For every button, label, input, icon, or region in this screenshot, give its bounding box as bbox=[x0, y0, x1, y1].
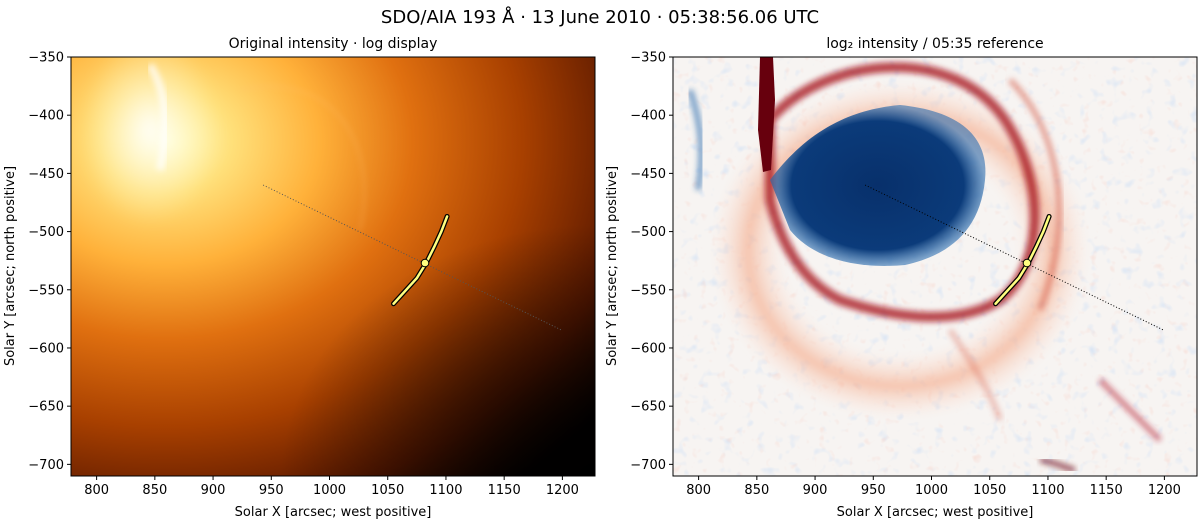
left-overlays bbox=[262, 184, 563, 331]
right-y-tick-label: −450 bbox=[630, 167, 666, 182]
left-x-tick-label: 1150 bbox=[488, 483, 521, 498]
right-x-tick-label: 1050 bbox=[973, 483, 1006, 498]
left-x-tick-label: 850 bbox=[142, 483, 167, 498]
right-y-tick-label: −600 bbox=[630, 341, 666, 356]
left-x-tick-label: 1000 bbox=[313, 483, 346, 498]
right-x-tick-label: 900 bbox=[803, 483, 828, 498]
right-image bbox=[673, 57, 1197, 476]
right-y-tick-label: −700 bbox=[630, 458, 666, 473]
right-ylabel: Solar Y [arcsec; north positive] bbox=[605, 166, 620, 366]
left-x-tick-label: 950 bbox=[259, 483, 284, 498]
left-x-tick-label: 800 bbox=[84, 483, 109, 498]
left-x-tick-label: 1100 bbox=[429, 483, 462, 498]
right-x-ticks: 800 850 900 950 1000 1050 1100 1150 1200 bbox=[686, 476, 1181, 498]
right-title: log₂ intensity / 05:35 reference bbox=[826, 36, 1043, 52]
left-y-tick-label: −550 bbox=[28, 283, 64, 298]
figure-suptitle: SDO/AIA 193 Å · 13 June 2010 · 05:38:56.… bbox=[381, 6, 819, 28]
left-y-tick-label: −600 bbox=[28, 341, 64, 356]
right-overlays bbox=[864, 184, 1165, 331]
right-x-tick-label: 1200 bbox=[1148, 483, 1181, 498]
right-y-ticks: −350 −400 −450 −500 −550 −600 −650 −700 bbox=[630, 51, 673, 473]
right-x-tick-label: 1150 bbox=[1090, 483, 1123, 498]
left-xlabel: Solar X [arcsec; west positive] bbox=[235, 505, 432, 520]
right-y-tick-label: −650 bbox=[630, 400, 666, 415]
left-x-tick-label: 1200 bbox=[546, 483, 579, 498]
left-x-ticks: 800 850 900 950 1000 1050 1100 1150 1200 bbox=[84, 476, 579, 498]
panel-right: log₂ intensity / 05:35 reference 800 850 9… bbox=[605, 36, 1198, 520]
left-y-tick-label: −650 bbox=[28, 400, 64, 415]
left-y-tick-label: −450 bbox=[28, 167, 64, 182]
left-y-tick-label: −500 bbox=[28, 225, 64, 240]
right-y-tick-label: −400 bbox=[630, 109, 666, 124]
left-y-tick-label: −700 bbox=[28, 458, 64, 473]
right-y-tick-label: −550 bbox=[630, 283, 666, 298]
left-x-tick-label: 900 bbox=[201, 483, 226, 498]
left-axes-frame bbox=[70, 56, 596, 477]
right-x-tick-label: 1100 bbox=[1031, 483, 1064, 498]
left-y-tick-label: −400 bbox=[28, 109, 64, 124]
left-y-tick-label: −350 bbox=[28, 51, 64, 66]
left-title: Original intensity · log display bbox=[229, 36, 438, 52]
right-x-tick-label: 850 bbox=[744, 483, 769, 498]
right-y-tick-label: −350 bbox=[630, 51, 666, 66]
left-y-ticks: −350 −400 −450 −500 −550 −600 −650 −700 bbox=[28, 51, 71, 473]
left-x-tick-label: 1050 bbox=[371, 483, 404, 498]
right-x-tick-label: 1000 bbox=[915, 483, 948, 498]
right-xlabel: Solar X [arcsec; west positive] bbox=[837, 505, 1034, 520]
right-x-tick-label: 800 bbox=[686, 483, 711, 498]
left-ylabel: Solar Y [arcsec; north positive] bbox=[3, 166, 18, 366]
right-x-tick-label: 950 bbox=[861, 483, 886, 498]
right-marker bbox=[1022, 258, 1032, 268]
right-y-tick-label: −500 bbox=[630, 225, 666, 240]
right-axes-frame bbox=[672, 56, 1198, 477]
left-marker bbox=[420, 258, 430, 268]
left-image bbox=[71, 57, 595, 476]
panel-left: Original intensity · log display 800 850 9… bbox=[3, 36, 596, 520]
